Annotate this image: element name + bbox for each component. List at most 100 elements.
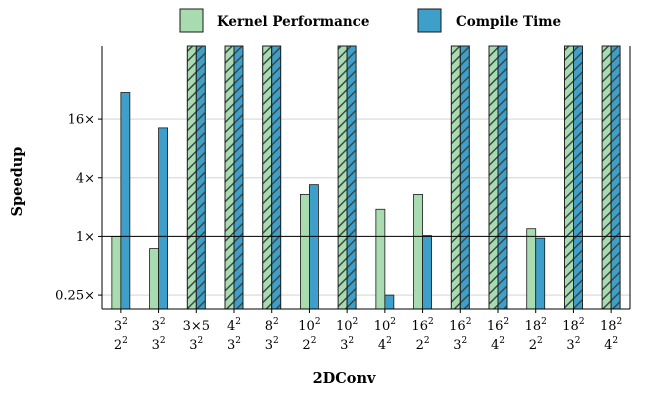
kernel-performance-bar bbox=[111, 236, 122, 310]
x-category-label-top: 162 bbox=[449, 317, 471, 334]
compile-time-bar bbox=[422, 235, 432, 310]
category-base: 2 bbox=[114, 338, 122, 353]
x-category-label-top: 42 bbox=[227, 317, 241, 334]
category-exponent: 2 bbox=[348, 336, 354, 346]
legend-label-kernel-performance: Kernel Performance bbox=[217, 14, 369, 30]
category-exponent: 2 bbox=[617, 317, 623, 327]
x-axis-title: 2DConv bbox=[313, 370, 376, 387]
compile-time-bar bbox=[384, 294, 395, 310]
kernel-performance-bar bbox=[300, 193, 310, 310]
axes-layer bbox=[98, 46, 631, 313]
compile-time-bar-hatch bbox=[271, 45, 282, 310]
legend-swatch-kernel-performance bbox=[179, 8, 204, 33]
category-exponent: 2 bbox=[575, 336, 581, 346]
x-category-label-top: 182 bbox=[600, 317, 622, 334]
category-base: 10 bbox=[298, 319, 315, 334]
y-tick-label: 4× bbox=[76, 171, 95, 186]
category-base: 3 bbox=[189, 338, 197, 353]
y-tick-label: 1× bbox=[76, 230, 95, 245]
kernel-performance-bar bbox=[149, 248, 159, 310]
x-category-label-top: 32 bbox=[114, 317, 128, 334]
legend-swatch-compile-time bbox=[417, 8, 442, 33]
category-exponent: 2 bbox=[579, 317, 585, 327]
compile-time-bar-hatch bbox=[195, 45, 206, 310]
category-base: 2 bbox=[416, 338, 424, 353]
category-base: 10 bbox=[336, 319, 353, 334]
compile-time-bar-hatch bbox=[233, 45, 244, 310]
category-base: 4 bbox=[227, 319, 235, 334]
kernel-performance-bar bbox=[526, 228, 537, 310]
category-base: 2 bbox=[529, 338, 537, 353]
category-exponent: 2 bbox=[198, 336, 204, 346]
category-base: 3 bbox=[453, 338, 461, 353]
x-category-label-bottom: 32 bbox=[265, 336, 279, 353]
y-tick-label: 16× bbox=[68, 113, 95, 128]
compile-time-bar bbox=[535, 237, 546, 310]
category-base: 4 bbox=[604, 338, 612, 353]
x-category-label-top: 162 bbox=[487, 317, 509, 334]
kernel-performance-bar-hatch bbox=[224, 45, 235, 310]
category-base: 3 bbox=[340, 338, 348, 353]
kernel-performance-bar-hatch bbox=[262, 45, 273, 310]
kernel-performance-bar-hatch bbox=[186, 45, 197, 310]
kernel-performance-bar-hatch bbox=[564, 45, 574, 310]
category-exponent: 2 bbox=[235, 336, 241, 346]
x-category-label-bottom: 22 bbox=[529, 336, 543, 353]
x-category-label-top: 82 bbox=[265, 317, 279, 334]
y-axis-title: Speedup bbox=[9, 147, 26, 217]
category-exponent: 2 bbox=[353, 317, 359, 327]
category-base: 8 bbox=[265, 319, 273, 334]
category-exponent: 2 bbox=[428, 317, 434, 327]
category-exponent: 2 bbox=[503, 317, 509, 327]
category-base: 10 bbox=[374, 319, 391, 334]
category-exponent: 2 bbox=[273, 336, 279, 346]
x-category-label-bottom: 42 bbox=[491, 336, 505, 353]
labels-layer: 0.25×1×4×16×322232323×532423282321022210… bbox=[9, 113, 622, 387]
x-category-label-bottom: 32 bbox=[189, 336, 203, 353]
category-base: 3 bbox=[265, 338, 273, 353]
compile-time-bar bbox=[120, 92, 131, 310]
category-exponent: 2 bbox=[541, 317, 547, 327]
legend: Kernel Performance Compile Time bbox=[179, 8, 561, 33]
bars-layer bbox=[111, 45, 621, 310]
x-category-label-top: 102 bbox=[374, 317, 396, 334]
compile-time-bar-hatch bbox=[610, 45, 621, 310]
x-category-label-bottom: 22 bbox=[114, 336, 128, 353]
category-exponent: 2 bbox=[537, 336, 543, 346]
y-tick-label: 0.25× bbox=[55, 289, 95, 304]
category-exponent: 2 bbox=[466, 317, 472, 327]
category-exponent: 2 bbox=[315, 317, 321, 327]
category-exponent: 2 bbox=[122, 336, 128, 346]
legend-label-compile-time: Compile Time bbox=[456, 14, 561, 30]
kernel-performance-bar bbox=[375, 208, 386, 310]
category-exponent: 2 bbox=[499, 336, 505, 346]
category-exponent: 2 bbox=[612, 336, 618, 346]
kernel-performance-bar-hatch bbox=[601, 45, 612, 310]
x-category-label-top: 32 bbox=[152, 317, 166, 334]
category-base: 3 bbox=[114, 319, 122, 334]
category-base: 18 bbox=[562, 319, 579, 334]
x-category-label-bottom: 32 bbox=[227, 336, 241, 353]
x-category-label-bottom: 22 bbox=[416, 336, 430, 353]
category-exponent: 2 bbox=[390, 317, 396, 327]
compile-time-bar bbox=[309, 184, 319, 310]
category-base: 3 bbox=[227, 338, 235, 353]
category-exponent: 2 bbox=[273, 317, 279, 327]
category-base: 3 bbox=[566, 338, 574, 353]
category-base: 3×5 bbox=[183, 319, 210, 334]
category-base: 18 bbox=[525, 319, 542, 334]
category-base: 4 bbox=[491, 338, 499, 353]
category-base: 16 bbox=[449, 319, 466, 334]
x-category-label-bottom: 42 bbox=[604, 336, 618, 353]
category-exponent: 2 bbox=[386, 336, 392, 346]
x-category-label-bottom: 32 bbox=[340, 336, 354, 353]
category-base: 3 bbox=[152, 319, 160, 334]
category-exponent: 2 bbox=[424, 336, 430, 346]
grid-layer bbox=[102, 118, 630, 296]
category-base: 16 bbox=[411, 319, 428, 334]
compile-time-bar-hatch bbox=[459, 45, 470, 310]
x-category-label-top: 162 bbox=[411, 317, 433, 334]
kernel-performance-bar bbox=[413, 193, 423, 310]
compile-time-bar-hatch bbox=[497, 45, 508, 310]
